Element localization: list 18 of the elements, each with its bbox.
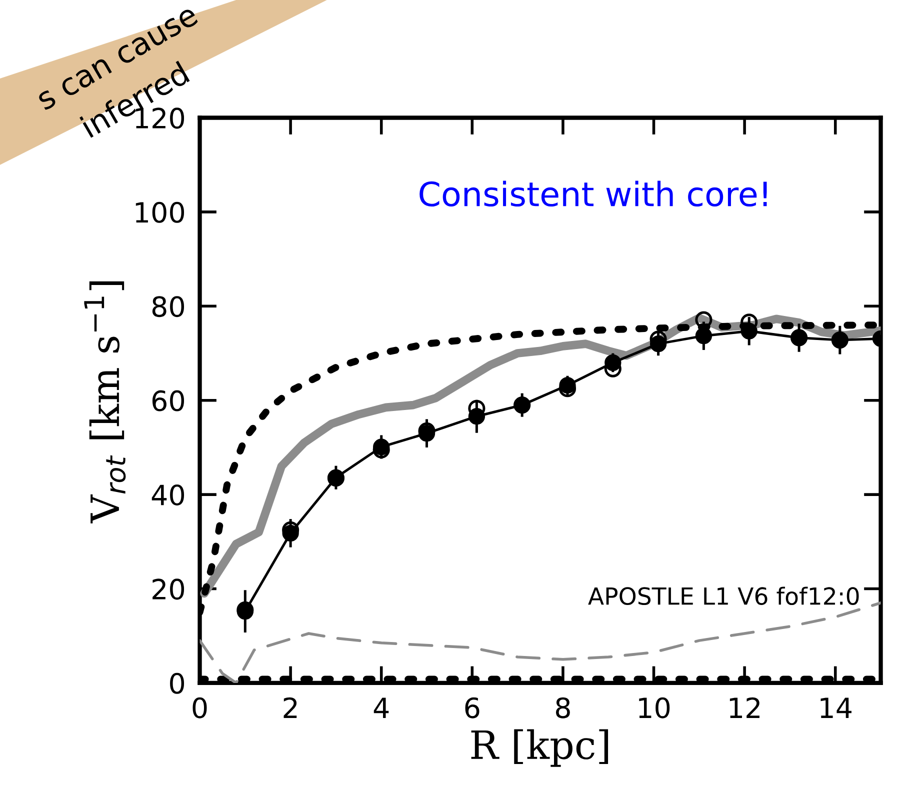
x-tick-label: 2 <box>284 697 297 718</box>
y-tick-label: 80 <box>152 296 184 318</box>
y-tick-label: 100 <box>136 202 184 223</box>
y-tick-label: 40 <box>152 484 184 506</box>
annotation: Consistent with core! <box>420 180 767 207</box>
y-tick-label: 0 <box>170 672 184 694</box>
x-tick-label: 0 <box>192 697 207 718</box>
x-tick-label: 6 <box>465 697 480 718</box>
x-tick-label: 4 <box>374 698 389 718</box>
y-axis-title: V$_{rot}$ [km s$^{−1}$] <box>84 281 126 524</box>
x-tick-label: 8 <box>556 697 570 718</box>
y-tick-label: 60 <box>152 390 184 412</box>
x-tick-label: 14 <box>820 698 852 718</box>
x-axis-title: R [kpc] <box>471 729 608 767</box>
y-tick-label: 20 <box>152 578 184 600</box>
x-tick-label: 10 <box>639 697 670 718</box>
annotation: APOSTLE L1 V6 fof12:0 <box>588 586 859 606</box>
x-tick-label: 12 <box>730 697 760 718</box>
